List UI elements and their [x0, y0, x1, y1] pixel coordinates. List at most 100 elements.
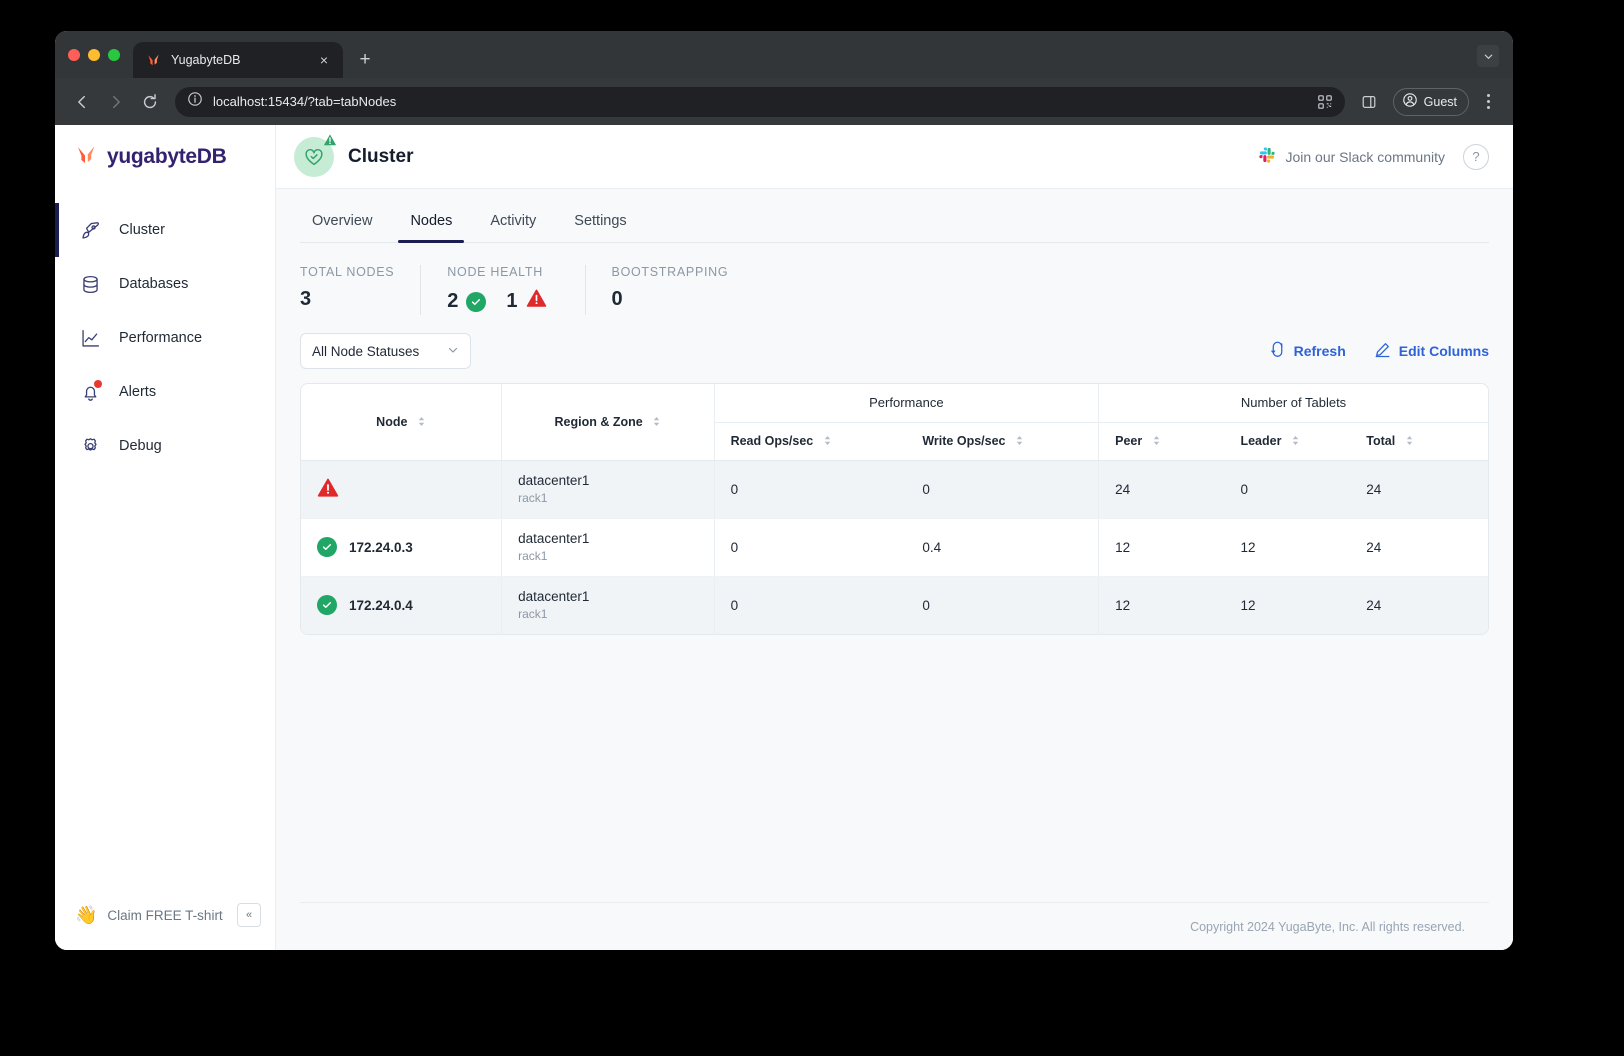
column-header-leader[interactable]: Leader — [1224, 422, 1351, 461]
info-circle-icon[interactable] — [187, 91, 203, 112]
table-row[interactable]: 172.24.0.4 datacenter1 rack1 0 0 12 — [301, 576, 1488, 634]
gear-icon — [79, 435, 101, 457]
table-header-row: Read Ops/sec Write Ops/sec — [301, 422, 1488, 461]
stat-value: 3 — [300, 288, 312, 310]
sidebar-item-label: Debug — [119, 438, 162, 454]
database-icon — [79, 273, 101, 295]
group-header-performance: Performance — [713, 384, 1099, 423]
address-bar-url: localhost:15434/?tab=tabNodes — [213, 94, 397, 109]
bell-icon — [79, 380, 102, 403]
sidebar-nav: Cluster Databases — [55, 203, 275, 473]
stat-label: BOOTSTRAPPING — [611, 265, 729, 279]
stat-bootstrapping: BOOTSTRAPPING 0 — [612, 265, 755, 315]
cell-peer: 24 — [1098, 460, 1225, 519]
brand-logo[interactable]: yugabyteDB — [55, 125, 275, 189]
page-header: Cluster Join our Slack community — [276, 125, 1513, 189]
slack-icon — [1258, 146, 1276, 167]
column-header-label: Leader — [1240, 434, 1282, 448]
browser-tab[interactable]: YugabyteDB × — [133, 42, 343, 78]
cell-leader: 12 — [1224, 518, 1351, 577]
check-circle-icon — [466, 291, 487, 312]
column-header-write-ops[interactable]: Write Ops/sec — [906, 422, 1099, 461]
unhealthy-group: 1 — [506, 288, 546, 315]
region-label: datacenter1 — [518, 473, 590, 488]
main-area: Cluster Join our Slack community — [276, 125, 1513, 950]
tab-settings[interactable]: Settings — [574, 213, 627, 229]
sidebar-item-debug[interactable]: Debug — [55, 419, 275, 473]
stat-value: 0 — [611, 288, 623, 310]
sidebar-item-alerts[interactable]: Alerts — [55, 365, 275, 419]
column-header-region-zone[interactable]: Region & Zone — [501, 384, 715, 461]
chevron-down-icon[interactable] — [1477, 45, 1499, 67]
cell-total: 24 — [1350, 460, 1488, 519]
column-header-read-ops[interactable]: Read Ops/sec — [713, 422, 907, 461]
tab-nodes[interactable]: Nodes — [398, 213, 465, 243]
sidebar-item-label: Cluster — [119, 222, 165, 238]
region-label: datacenter1 — [518, 531, 590, 546]
healthy-group: 2 — [447, 290, 487, 313]
sidebar: yugabyteDB Cluster — [55, 125, 276, 950]
sidebar-item-label: Alerts — [119, 384, 157, 400]
tab-overview[interactable]: Overview — [312, 213, 373, 229]
qr-code-icon[interactable] — [1317, 94, 1333, 110]
sidebar-item-performance[interactable]: Performance — [55, 311, 275, 365]
refresh-button[interactable]: Refresh — [1269, 341, 1346, 361]
heart-check-icon — [294, 133, 337, 177]
join-slack-link[interactable]: Join our Slack community — [1258, 146, 1445, 167]
stat-label: TOTAL NODES — [300, 265, 395, 279]
collapse-sidebar-button[interactable]: « — [237, 903, 261, 927]
column-header-total[interactable]: Total — [1350, 422, 1488, 461]
help-button[interactable]: ? — [1463, 143, 1489, 170]
minimize-window-button[interactable] — [88, 48, 100, 61]
browser-toolbar: localhost:15434/?tab=tabNodes — [55, 78, 1513, 125]
rocket-icon — [79, 219, 101, 241]
cell-region-zone: datacenter1 rack1 — [501, 576, 715, 634]
column-header-node[interactable]: Node — [301, 384, 502, 461]
column-header-label: Read Ops/sec — [730, 434, 814, 448]
group-header-number-of-tablets: Number of Tablets — [1098, 384, 1488, 423]
profile-chip[interactable]: Guest — [1392, 87, 1469, 116]
stat-value: 2 1 — [447, 288, 558, 315]
stat-total-nodes: TOTAL NODES 3 — [300, 265, 422, 315]
sort-icon — [1405, 435, 1414, 446]
new-tab-button[interactable]: + — [359, 49, 371, 70]
cell-node: 172.24.0.3 — [301, 518, 502, 577]
close-tab-button[interactable]: × — [319, 52, 329, 68]
sidebar-item-databases[interactable]: Databases — [55, 257, 275, 311]
browser-menu-button[interactable] — [1475, 87, 1501, 117]
cell-peer: 12 — [1098, 576, 1225, 634]
sort-icon — [1291, 435, 1300, 446]
column-header-label: Write Ops/sec — [922, 434, 1006, 448]
back-arrow-icon[interactable] — [67, 87, 97, 117]
cell-write-ops: 0.4 — [906, 518, 1099, 577]
close-window-button[interactable] — [68, 48, 80, 61]
table-row[interactable]: 172.24.0.3 datacenter1 rack1 0 0.4 12 — [301, 518, 1488, 577]
window-traffic-lights — [68, 31, 133, 78]
reload-icon[interactable] — [135, 87, 165, 117]
cell-total: 24 — [1350, 518, 1488, 577]
edit-columns-button[interactable]: Edit Columns — [1374, 341, 1489, 361]
sidebar-item-label: Performance — [119, 330, 203, 346]
sidebar-item-cluster[interactable]: Cluster — [55, 203, 275, 257]
cluster-stats: TOTAL NODES 3 NODE HEALTH 2 — [300, 243, 1489, 333]
sort-icon — [652, 416, 661, 427]
unhealthy-count: 1 — [506, 290, 518, 312]
sidebar-item-label: Databases — [119, 276, 189, 292]
warning-triangle-icon — [526, 288, 547, 315]
claim-tshirt-link[interactable]: Claim FREE T-shirt — [107, 907, 223, 923]
sort-icon — [823, 435, 832, 446]
side-panel-icon[interactable] — [1355, 87, 1383, 117]
address-bar[interactable]: localhost:15434/?tab=tabNodes — [175, 86, 1345, 117]
tab-activity[interactable]: Activity — [490, 213, 537, 229]
maximize-window-button[interactable] — [108, 48, 120, 61]
column-header-label: Total — [1366, 434, 1396, 448]
yugabyte-logo-icon — [146, 52, 162, 68]
table-row[interactable]: datacenter1 rack1 0 0 24 0 24 — [301, 460, 1488, 519]
app-root: yugabyteDB Cluster — [55, 125, 1513, 950]
sort-icon — [417, 416, 426, 427]
profile-label: Guest — [1423, 94, 1457, 109]
node-status-filter[interactable]: All Node Statuses — [300, 333, 471, 369]
forward-arrow-icon[interactable] — [101, 87, 131, 117]
nodes-table: Node Region & Zone — [300, 383, 1489, 635]
column-header-peer[interactable]: Peer — [1098, 422, 1225, 461]
